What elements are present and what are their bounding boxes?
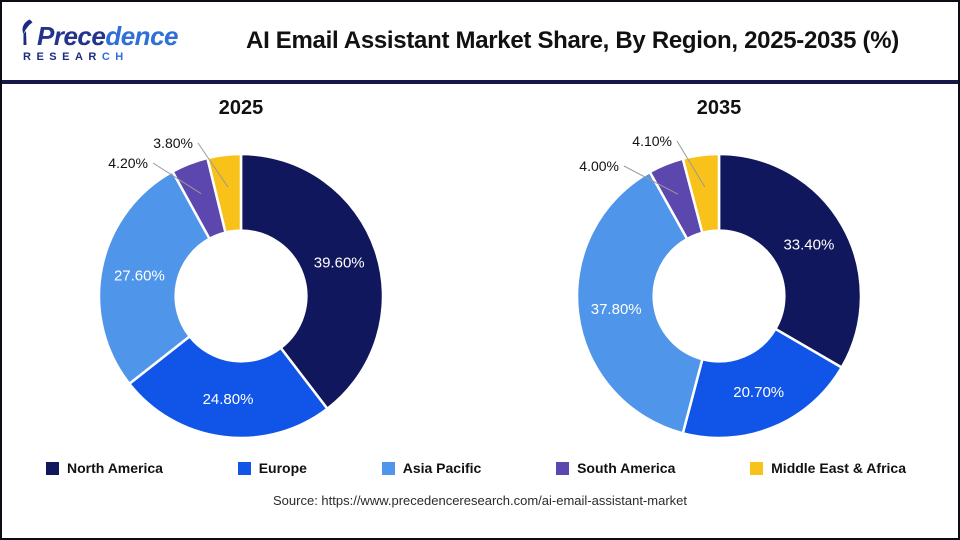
legend-swatch-south-america — [556, 461, 570, 475]
page-title: AI Email Assistant Market Share, By Regi… — [246, 27, 899, 54]
slice-value-south-america: 4.00% — [579, 158, 619, 174]
slice-value-north-america: 39.60% — [314, 255, 365, 272]
legend-label-europe: Europe — [258, 460, 307, 476]
slice-value-europe: 24.80% — [203, 391, 254, 408]
chart-title-2035: 2035 — [696, 97, 742, 119]
slice-value-asia-pacific: 37.80% — [591, 301, 642, 318]
chart-title-2025: 2025 — [218, 97, 264, 119]
brand-name-light: dence — [105, 21, 178, 51]
legend-swatch-middle-east-africa — [750, 461, 764, 475]
brand-name: Precedence — [37, 23, 178, 49]
brand-subtitle-light: CH — [101, 51, 129, 63]
callout-line-south-america — [623, 165, 679, 195]
callout-line-south-america — [152, 162, 202, 195]
legend-label-middle-east-africa: Middle East & Africa — [771, 460, 906, 476]
slice-middle-east-africa — [206, 152, 243, 234]
slice-asia-pacific — [97, 170, 211, 385]
legend-label-north-america: North America — [67, 460, 163, 476]
legend-item-middle-east-africa: Middle East & Africa — [750, 460, 906, 476]
slice-value-europe: 20.70% — [733, 384, 784, 401]
slice-value-north-america: 33.40% — [783, 236, 834, 253]
logo-leaf-icon — [20, 19, 36, 49]
legend-label-south-america: South America — [577, 460, 676, 476]
legend-item-europe: Europe — [237, 460, 307, 476]
slice-value-south-america: 4.20% — [108, 155, 148, 171]
source-text: Source: https://www.precedenceresearch.c… — [273, 493, 687, 508]
donut-chart-2025: 39.60% 24.80% 27.60% 4.20% 3.80% — [97, 135, 385, 440]
header-divider — [2, 80, 958, 84]
chart-block-2035: 2035 33.40% 20.70% 37.80% 4.00% 4.10% — [480, 96, 958, 454]
legend-swatch-europe — [237, 461, 251, 475]
brand-subtitle-dark: RESEAR — [23, 51, 102, 63]
slice-value-asia-pacific: 27.60% — [114, 267, 165, 284]
brand-name-dark: Prece — [37, 21, 106, 51]
chart-block-2025: 2025 39.60% 24.80% 27.60% 4.20% 3.80% — [2, 96, 480, 454]
callout-line-middle-east-africa — [197, 142, 229, 188]
legend-item-asia-pacific: Asia Pacific — [381, 460, 482, 476]
brand-logo: Precedence RESEARCH — [20, 19, 205, 63]
slice-value-middle-east-africa: 3.80% — [153, 135, 193, 151]
slice-middle-east-africa — [681, 152, 721, 235]
legend: North America Europe Asia Pacific South Ame… — [2, 460, 958, 476]
donut-chart-2035: 33.40% 20.70% 37.80% 4.00% 4.10% — [575, 133, 863, 440]
slice-europe — [128, 335, 329, 440]
legend-item-north-america: North America — [46, 460, 163, 476]
slice-asia-pacific — [575, 170, 704, 435]
brand-logo-top: Precedence — [20, 19, 205, 49]
legend-item-south-america: South America — [556, 460, 675, 476]
header: Precedence RESEARCH AI Email Assistant M… — [2, 2, 958, 80]
legend-swatch-north-america — [46, 461, 59, 475]
slice-value-middle-east-africa: 4.10% — [632, 133, 672, 149]
slice-north-america — [717, 152, 863, 369]
legend-label-asia-pacific: Asia Pacific — [402, 460, 482, 476]
slice-north-america — [239, 152, 385, 410]
charts-row: 2025 39.60% 24.80% 27.60% 4.20% 3.80% 2035 3… — [2, 96, 958, 454]
slice-europe — [681, 327, 843, 440]
callout-line-middle-east-africa — [676, 140, 706, 188]
brand-subtitle: RESEARCH — [20, 52, 205, 63]
legend-swatch-asia-pacific — [381, 461, 395, 475]
